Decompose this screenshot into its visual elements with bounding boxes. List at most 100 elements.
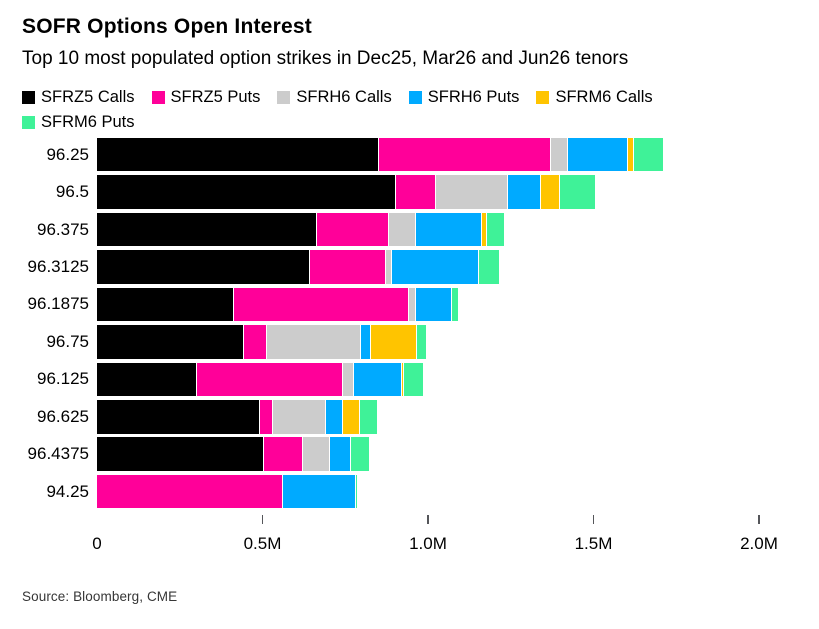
bar-segment-sfrz5-calls (97, 287, 233, 322)
bar-row: 96.3125 (22, 248, 797, 285)
bar-segment-sfrh6-puts (507, 175, 541, 209)
stacked-bar (97, 437, 797, 471)
x-axis-tick-label: 0.5M (243, 534, 282, 554)
bar-segment-sfrz5-puts (262, 437, 303, 471)
bar-segment-sfrm6-calls (369, 325, 417, 359)
plot-area: 96.25 96.5 96.375 96.3125 96.1875 96.75 96.125… (22, 136, 797, 570)
legend-label: SFRH6 Calls (296, 88, 392, 106)
bar-segment-sfrm6-puts (633, 137, 663, 172)
bar-row: 96.125 (22, 361, 797, 398)
bar-segment-sfrz5-calls (97, 212, 316, 247)
bar-row: 96.5 (22, 173, 797, 210)
legend-swatch-icon (22, 90, 35, 104)
bar-segment-sfrh6-calls (434, 175, 508, 209)
legend: SFRZ5 Calls SFRZ5 Puts SFRH6 Calls SFRH6 Pu… (22, 86, 732, 133)
bar-segment-sfrh6-calls (302, 437, 329, 471)
bar-segment-sfrz5-calls (97, 250, 309, 284)
bar-segment-sfrm6-puts (485, 212, 505, 247)
strike-label: 96.3125 (27, 257, 89, 277)
strike-label: 96.625 (37, 406, 89, 426)
bar-segment-sfrz5-puts (232, 287, 409, 322)
source-line: Source: Bloomberg, CME (22, 589, 178, 604)
bar-segment-sfrh6-puts (360, 325, 370, 359)
legend-label: SFRM6 Puts (41, 113, 135, 131)
legend-item-sfrm6-calls: SFRM6 Calls (536, 86, 653, 108)
strike-label: 96.1875 (27, 294, 89, 314)
strike-label: 96.25 (46, 144, 89, 164)
bar-row: 96.1875 (22, 286, 797, 323)
bar-segment-sfrz5-puts (259, 400, 273, 434)
bar-segment-sfrz5-puts (97, 474, 283, 509)
stacked-bar (97, 175, 797, 209)
strike-label: 96.4375 (27, 444, 89, 464)
legend-item-sfrh6-calls: SFRH6 Calls (277, 86, 392, 108)
legend-swatch-icon (151, 90, 165, 104)
bar-segment-sfrz5-calls (97, 137, 379, 172)
bar-segment-sfrz5-puts (315, 212, 389, 247)
x-axis-tick (427, 515, 429, 525)
bar-row: 94.25 (22, 473, 797, 510)
x-axis-tick (592, 515, 595, 525)
bar-segment-sfrz5-calls (97, 437, 263, 471)
bar-segment-sfrm6-puts (403, 362, 424, 397)
bar-segment-sfrm6-calls (341, 400, 359, 434)
bar-rows: 96.25 96.5 96.375 96.3125 96.1875 96.75 96.125… (22, 136, 797, 510)
bar-segment-sfrz5-calls (97, 400, 260, 434)
bar-segment-sfrm6-puts (355, 474, 357, 509)
bar-segment-sfrh6-calls (550, 137, 567, 172)
legend-label: SFRZ5 Calls (41, 88, 135, 106)
bar-segment-sfrm6-puts (558, 175, 596, 209)
legend-item-sfrh6-puts: SFRH6 Puts (408, 86, 520, 108)
chart-subtitle: Top 10 most populated option strikes in … (22, 48, 629, 69)
bar-segment-sfrh6-puts (328, 437, 351, 471)
bar-segment-sfrh6-puts (282, 474, 356, 509)
stacked-bar (97, 250, 797, 284)
bar-segment-sfrz5-calls (97, 362, 197, 397)
legend-swatch-icon (277, 90, 291, 104)
legend-swatch-icon (408, 90, 422, 104)
bar-segment-sfrm6-puts (350, 437, 370, 471)
bar-segment-sfrz5-calls (97, 325, 243, 359)
bar-segment-sfrz5-puts (242, 325, 266, 359)
bar-row: 96.75 (22, 323, 797, 360)
bar-segment-sfrm6-puts (451, 287, 459, 322)
bar-segment-sfrz5-puts (196, 362, 342, 397)
stacked-bar (97, 400, 797, 434)
x-axis-tick-label: 1.5M (574, 534, 613, 554)
legend-label: SFRM6 Calls (555, 88, 653, 106)
legend-item-sfrm6-puts: SFRM6 Puts (22, 111, 135, 133)
bar-segment-sfrh6-puts (391, 250, 478, 284)
bar-segment-sfrh6-puts (353, 362, 402, 397)
legend-swatch-icon (22, 115, 35, 129)
bar-segment-sfrm6-puts (416, 325, 427, 359)
x-axis-tick (261, 515, 264, 525)
bar-segment-sfrz5-puts (378, 137, 551, 172)
bar-segment-sfrh6-calls (265, 325, 361, 359)
x-axis-tick-label: 2.0M (740, 534, 778, 554)
bar-row: 96.375 (22, 211, 797, 248)
stacked-bar (97, 474, 797, 509)
legend-label: SFRZ5 Puts (170, 88, 261, 106)
bar-segment-sfrm6-calls (480, 212, 486, 247)
bar-segment-sfrm6-puts (477, 250, 500, 284)
bar-segment-sfrh6-calls (408, 287, 415, 322)
stacked-bar (97, 212, 797, 247)
strike-label: 94.25 (46, 481, 89, 501)
x-axis-tick-label: 0 (92, 534, 102, 554)
legend-label: SFRH6 Puts (427, 88, 520, 106)
legend-swatch-icon (536, 90, 550, 104)
strike-label: 96.5 (55, 182, 89, 202)
stacked-bar (97, 137, 797, 172)
stacked-bar (97, 287, 797, 322)
x-axis-tick (758, 515, 760, 525)
bar-row: 96.25 (22, 136, 797, 173)
x-axis-tick-label: 1.0M (409, 534, 447, 554)
bar-segment-sfrz5-calls (97, 175, 395, 209)
bar-segment-sfrh6-calls (272, 400, 326, 434)
bar-segment-sfrm6-calls (401, 362, 404, 397)
bar-row: 96.625 (22, 398, 797, 435)
bar-segment-sfrh6-calls (384, 250, 392, 284)
bar-segment-sfrm6-puts (358, 400, 377, 434)
legend-item-sfrz5-calls: SFRZ5 Calls (22, 86, 135, 108)
